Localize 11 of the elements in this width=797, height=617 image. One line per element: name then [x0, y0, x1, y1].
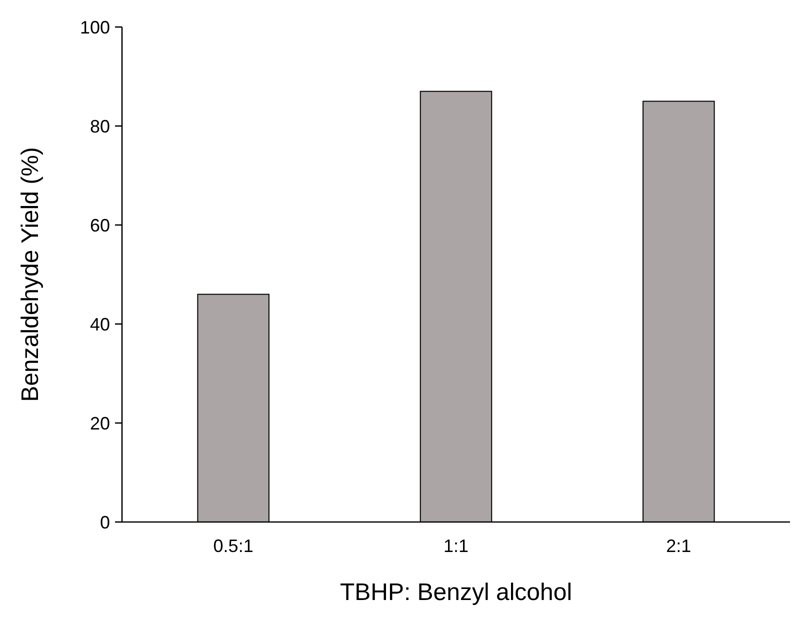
x-tick-label: 1:1: [443, 536, 469, 556]
y-axis-title: Benzaldehyde Yield (%): [17, 147, 44, 402]
y-tick-label: 60: [90, 215, 110, 236]
y-tick-label: 20: [90, 413, 110, 434]
x-tick-label: 0.5:1: [213, 536, 254, 556]
y-tick-label: 0: [100, 512, 110, 532]
y-tick-label: 80: [90, 116, 110, 136]
x-tick-label: 2:1: [666, 536, 692, 556]
y-tick-label: 100: [80, 17, 110, 38]
y-tick-label: 40: [90, 314, 110, 334]
x-axis-title: TBHP: Benzyl alcohol: [340, 579, 572, 606]
